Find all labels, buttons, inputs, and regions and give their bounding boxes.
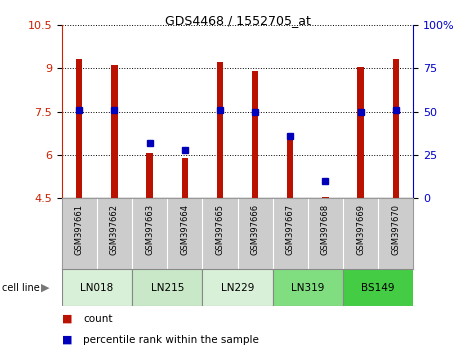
Text: GSM397670: GSM397670 <box>391 204 400 255</box>
Text: GSM397663: GSM397663 <box>145 204 154 255</box>
Text: ■: ■ <box>62 314 72 324</box>
Text: GSM397661: GSM397661 <box>75 204 84 255</box>
Bar <box>273 269 343 306</box>
Bar <box>132 269 202 306</box>
Bar <box>146 153 153 198</box>
Bar <box>392 59 399 198</box>
Text: percentile rank within the sample: percentile rank within the sample <box>83 335 259 345</box>
Text: GSM397664: GSM397664 <box>180 204 189 255</box>
Text: ▶: ▶ <box>41 282 49 293</box>
Text: GDS4468 / 1552705_at: GDS4468 / 1552705_at <box>164 14 311 27</box>
Text: GSM397669: GSM397669 <box>356 204 365 255</box>
Bar <box>322 197 329 198</box>
Bar <box>111 65 118 198</box>
Bar <box>287 137 294 198</box>
Text: LN229: LN229 <box>221 282 254 293</box>
Bar <box>181 158 188 198</box>
Text: GSM397666: GSM397666 <box>251 204 259 255</box>
Text: count: count <box>83 314 113 324</box>
Text: ■: ■ <box>62 335 72 345</box>
Bar <box>217 62 223 198</box>
Bar <box>76 59 83 198</box>
Bar <box>357 67 364 198</box>
Text: LN018: LN018 <box>80 282 114 293</box>
Text: GSM397668: GSM397668 <box>321 204 330 255</box>
Text: GSM397665: GSM397665 <box>216 204 224 255</box>
Bar <box>252 71 258 198</box>
Bar <box>202 269 273 306</box>
Bar <box>343 269 413 306</box>
Text: GSM397662: GSM397662 <box>110 204 119 255</box>
Text: GSM397667: GSM397667 <box>286 204 294 255</box>
Text: BS149: BS149 <box>361 282 395 293</box>
Text: LN319: LN319 <box>291 282 324 293</box>
Text: LN215: LN215 <box>151 282 184 293</box>
Text: cell line: cell line <box>2 282 40 293</box>
Bar <box>62 269 132 306</box>
